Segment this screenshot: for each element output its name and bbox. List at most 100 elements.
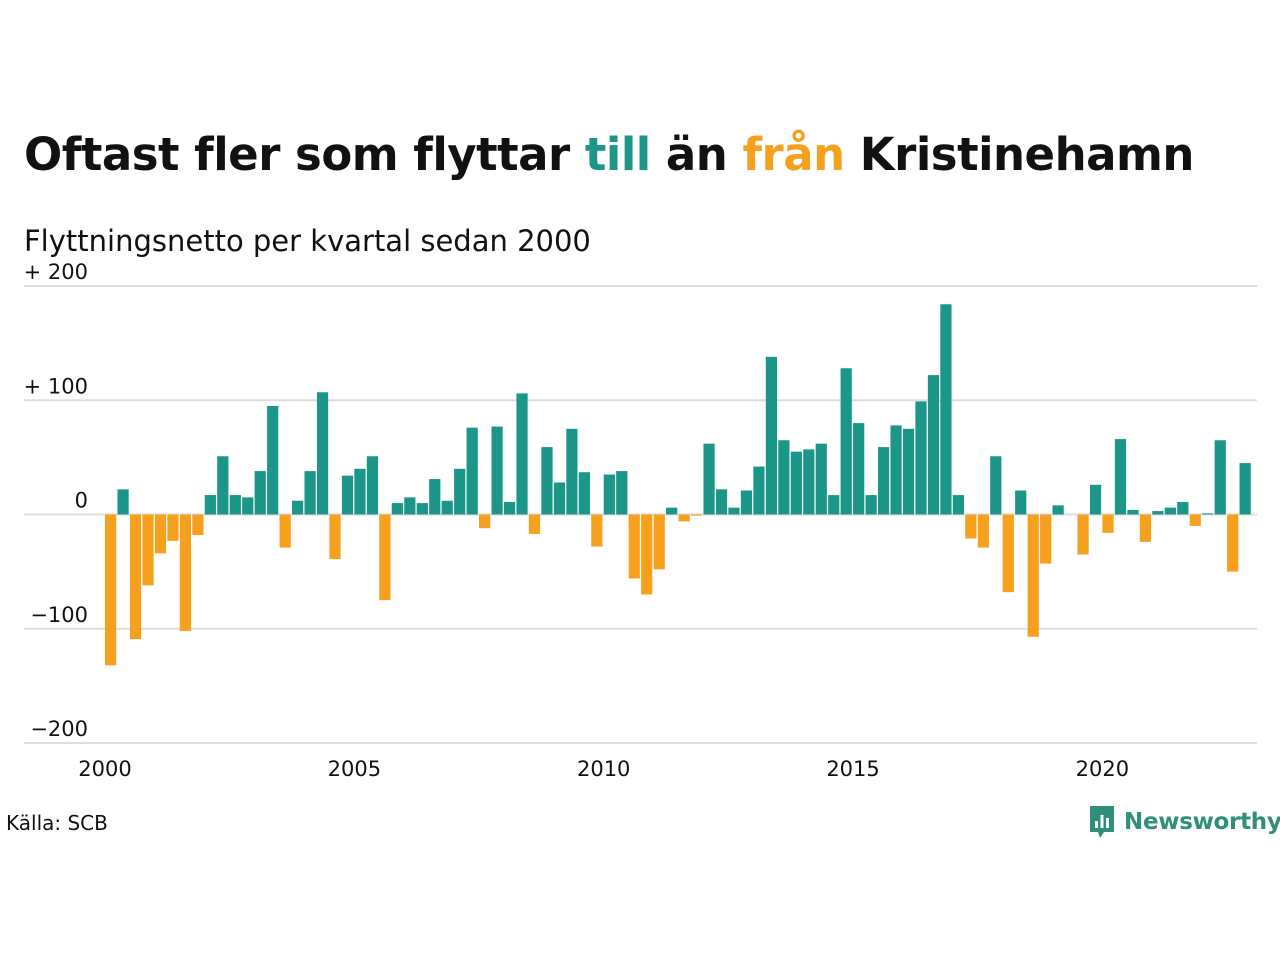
bar [316, 392, 329, 515]
bar [591, 514, 603, 547]
bar [466, 427, 478, 515]
title-word-fran: från [742, 128, 845, 181]
title-part-3: än [650, 128, 743, 181]
bar [1089, 484, 1102, 515]
bar [267, 405, 279, 515]
y-tick-label: −200 [30, 717, 88, 741]
bar [541, 447, 553, 515]
bar [1189, 514, 1201, 526]
bar [740, 490, 753, 515]
bar [678, 514, 690, 522]
bar [753, 466, 765, 515]
newsworthy-logo[interactable]: Newsworthy [1088, 804, 1280, 840]
bar [690, 514, 703, 516]
bar [603, 474, 615, 515]
bar [1052, 505, 1064, 515]
bar [927, 375, 940, 515]
bar [890, 425, 902, 515]
bar [1077, 514, 1089, 555]
bar [803, 449, 815, 515]
bar [416, 503, 428, 515]
bar [167, 514, 179, 541]
title-part-5: Kristinehamn [844, 128, 1195, 181]
bar [379, 514, 391, 601]
bar [578, 472, 590, 515]
bar [179, 514, 192, 632]
x-axis-tick-labels: 2000 2005 2010 2015 2020 [78, 757, 1129, 781]
bar [616, 471, 628, 515]
bar [765, 356, 777, 515]
bar [952, 495, 965, 515]
bar [1177, 501, 1189, 515]
bar [965, 514, 977, 539]
bar [990, 456, 1002, 515]
bar [728, 507, 740, 515]
bar [553, 482, 566, 515]
bar [915, 401, 927, 515]
bar [1002, 514, 1014, 593]
bar [516, 393, 528, 515]
x-tick-label: 2005 [328, 757, 381, 781]
bar [329, 514, 341, 560]
bar [715, 489, 728, 515]
bar [454, 468, 466, 515]
bar [840, 368, 852, 515]
bar [366, 456, 379, 515]
bar [129, 514, 142, 640]
bar [279, 514, 291, 548]
y-tick-label: 0 [75, 489, 88, 513]
bar [479, 514, 491, 529]
bar [1227, 514, 1239, 572]
gridlines [24, 285, 1257, 744]
bar [628, 514, 640, 579]
bar [865, 495, 877, 515]
bar [1214, 440, 1226, 515]
x-tick-label: 2020 [1076, 757, 1129, 781]
bar [204, 495, 216, 515]
bar [653, 514, 665, 570]
x-tick-label: 2015 [826, 757, 879, 781]
title-word-till: till [584, 128, 651, 181]
bar [242, 497, 254, 515]
bars [105, 304, 1251, 666]
bar [391, 503, 403, 515]
bar [1027, 514, 1039, 637]
bar [828, 495, 840, 515]
bar [254, 471, 266, 515]
bar [1127, 509, 1139, 515]
bar [790, 451, 802, 515]
bar [154, 514, 167, 554]
bar [1152, 511, 1164, 515]
y-axis-tick-labels: + 200 + 100 0 −100 −200 [24, 260, 88, 741]
bar [105, 514, 117, 666]
chart-title: Oftast fler som flyttar till än från Kri… [24, 128, 1194, 181]
bar [1239, 463, 1251, 515]
bar [1015, 490, 1027, 515]
bar [217, 456, 229, 515]
bar [1139, 514, 1152, 542]
x-tick-label: 2000 [78, 757, 131, 781]
bar [1102, 514, 1114, 533]
chart-subtitle: Flyttningsnetto per kvartal sedan 2000 [24, 224, 591, 258]
bar [491, 426, 503, 515]
bar [341, 475, 354, 515]
bar [404, 497, 416, 515]
bar [641, 514, 653, 595]
title-part-1: Oftast fler som flyttar [24, 128, 585, 181]
source-note: Källa: SCB [6, 811, 108, 835]
bar [354, 468, 366, 515]
bar [1202, 513, 1214, 515]
bar [815, 443, 827, 515]
bar [977, 514, 989, 548]
bar [902, 428, 915, 515]
bar [429, 479, 441, 515]
newsworthy-logo-text: Newsworthy [1124, 809, 1280, 835]
bar [304, 471, 316, 515]
newsworthy-logo-icon [1090, 806, 1114, 838]
y-tick-label: + 100 [24, 374, 88, 398]
bar [1114, 439, 1127, 515]
bar [877, 447, 890, 515]
bar [503, 501, 516, 515]
bar [853, 423, 865, 515]
